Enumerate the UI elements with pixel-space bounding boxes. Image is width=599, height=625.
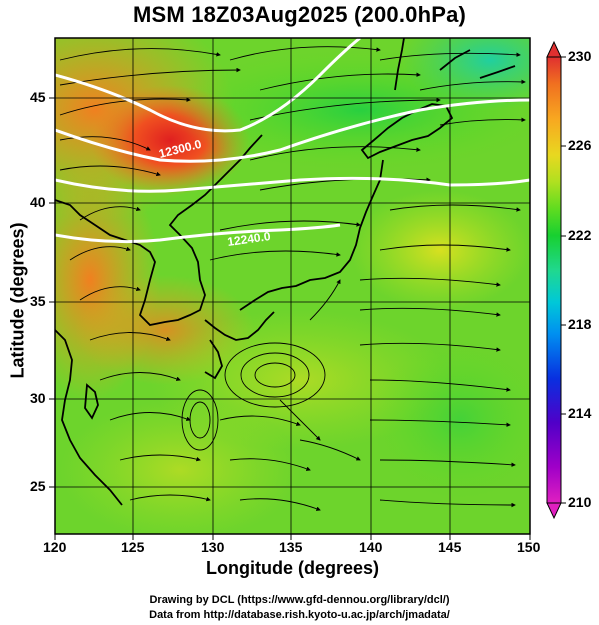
y-tick-35: 35 (30, 293, 46, 309)
x-tick-125: 125 (121, 539, 145, 555)
colorbar-min-arrow (546, 502, 562, 520)
streamlines (59, 46, 526, 511)
y-tick-40: 40 (30, 194, 46, 210)
x-tick-145: 145 (438, 539, 462, 555)
x-axis-label: Longitude (degrees) (205, 558, 379, 578)
credit-data: Data from http://database.rish.kyoto-u.a… (149, 609, 450, 621)
x-tick-120: 120 (43, 539, 67, 555)
x-tick-130: 130 (201, 539, 225, 555)
plot-frame (54, 37, 531, 535)
y-tick-30: 30 (30, 390, 46, 406)
anticyclone-circulation (181, 342, 326, 451)
colorbar (546, 40, 566, 520)
contour-label-12240: 12240.0 (226, 229, 271, 249)
x-tick-150: 150 (517, 539, 541, 555)
tick-marks (49, 97, 531, 540)
gridlines (55, 38, 530, 534)
colorbar-tick-218: 218 (568, 316, 592, 332)
chart-title: MSM 18Z03Aug2025 (200.0hPa) (132, 2, 467, 27)
colorbar-max-arrow (546, 40, 562, 58)
colorbar-tick-210: 210 (568, 494, 592, 510)
colorbar-tick-226: 226 (568, 137, 592, 153)
colorbar-tick-230: 230 (568, 48, 592, 64)
x-tick-140: 140 (359, 539, 383, 555)
y-axis-label: Latitude (degrees) (7, 222, 28, 379)
colorbar-tick-222: 222 (568, 227, 592, 243)
colorbar-tick-214: 214 (568, 405, 592, 421)
y-tick-45: 45 (30, 89, 46, 105)
x-tick-135: 135 (279, 539, 303, 555)
y-tick-25: 25 (30, 478, 46, 494)
credit-drawing: Drawing by DCL (https://www.gfd-dennou.o… (149, 594, 450, 606)
